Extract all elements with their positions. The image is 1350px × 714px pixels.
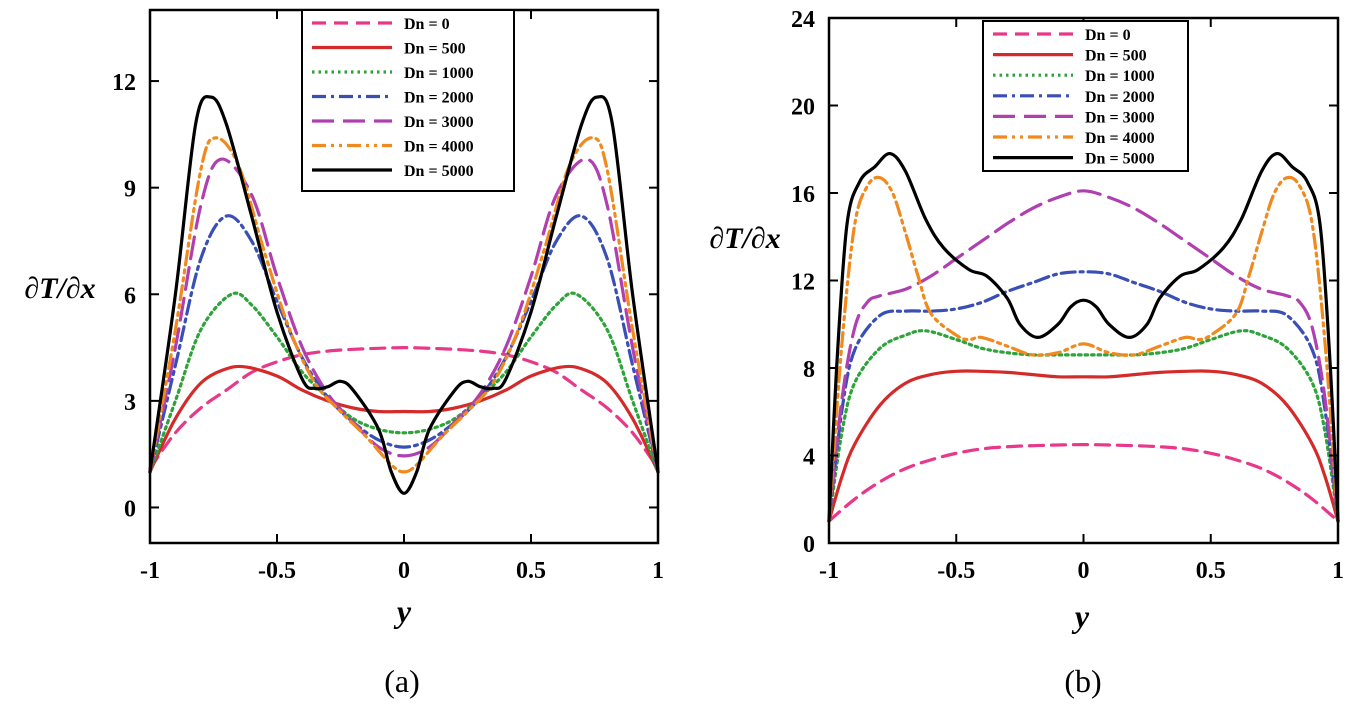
series-line-b-6 bbox=[827, 152, 1340, 523]
legend-label-b-6: Dn = 5000 bbox=[1085, 151, 1155, 168]
y-tick-label-b-2: 8 bbox=[803, 357, 815, 383]
legend-label-a-6: Dn = 5000 bbox=[404, 163, 474, 180]
legend-label-a-3: Dn = 2000 bbox=[404, 90, 474, 107]
legend-label-b-2: Dn = 1000 bbox=[1085, 68, 1155, 85]
series-line-a-4 bbox=[148, 157, 660, 474]
series-line-b-5 bbox=[827, 175, 1340, 523]
y-tick-label-a-1: 3 bbox=[124, 390, 136, 416]
series-line-a-1 bbox=[148, 364, 660, 474]
legend-label-a-1: Dn = 500 bbox=[404, 41, 466, 58]
y-tick-label-b-4: 16 bbox=[791, 182, 815, 208]
y-tick-label-a-2: 6 bbox=[124, 283, 136, 309]
legend-box-a bbox=[301, 9, 515, 192]
legend-label-b-5: Dn = 4000 bbox=[1085, 130, 1155, 147]
y-tick-label-b-1: 4 bbox=[803, 445, 815, 471]
series-line-b-3 bbox=[827, 270, 1340, 523]
legend-label-a-0: Dn = 0 bbox=[404, 16, 450, 33]
x-tick-label-b-2: 0 bbox=[1078, 558, 1090, 584]
y-tick-label-a-3: 9 bbox=[124, 177, 136, 203]
legend-box-b bbox=[982, 20, 1189, 172]
y-tick-label-b-3: 12 bbox=[791, 270, 815, 296]
y-tick-label-a-0: 0 bbox=[124, 496, 136, 522]
y-axis-label-b: ∂T/∂x bbox=[709, 222, 780, 255]
caption-b: (b) bbox=[1064, 663, 1101, 699]
legend-label-b-3: Dn = 2000 bbox=[1085, 89, 1155, 106]
caption-a: (a) bbox=[384, 663, 420, 699]
series-line-b-2 bbox=[827, 329, 1340, 523]
series-line-b-4 bbox=[827, 189, 1340, 523]
x-tick-label-a-0: -1 bbox=[140, 558, 160, 584]
legend-label-a-5: Dn = 4000 bbox=[404, 139, 474, 156]
series-line-b-0 bbox=[827, 443, 1340, 523]
y-tick-label-b-0: 0 bbox=[803, 532, 815, 558]
ticks-layer-b: -1 -0.5 0 0.5 1 0 4 8 12 16 20 24 bbox=[791, 7, 1344, 584]
legend-label-a-2: Dn = 1000 bbox=[404, 65, 474, 82]
legend-a: Dn = 0 Dn = 500 Dn = 1000 Dn = 2000 Dn = 300… bbox=[301, 9, 515, 192]
ticks-layer-a: -1 -0.5 0 0.5 1 0 3 6 9 12 bbox=[112, 10, 664, 584]
legend-label-b-0: Dn = 0 bbox=[1085, 27, 1131, 44]
x-tick-label-b-1: -0.5 bbox=[937, 558, 975, 584]
series-layer-a bbox=[148, 95, 660, 495]
legend-label-b-1: Dn = 500 bbox=[1085, 48, 1147, 65]
y-axis-label-a: ∂T/∂x bbox=[24, 272, 95, 305]
series-line-a-0 bbox=[148, 346, 660, 470]
series-line-a-6 bbox=[148, 95, 660, 495]
series-line-a-2 bbox=[148, 291, 660, 474]
x-tick-label-b-3: 0.5 bbox=[1196, 558, 1226, 584]
y-tick-label-b-5: 20 bbox=[791, 95, 815, 121]
x-axis-label-a: y bbox=[393, 593, 412, 629]
x-tick-label-b-0: -1 bbox=[819, 558, 839, 584]
x-tick-label-a-4: 1 bbox=[652, 558, 664, 584]
legend-b: Dn = 0 Dn = 500 Dn = 1000 Dn = 2000 Dn = 300… bbox=[982, 20, 1189, 172]
y-tick-label-a-4: 12 bbox=[112, 70, 136, 96]
x-axis-label-b: y bbox=[1071, 598, 1090, 634]
y-tick-label-b-6: 24 bbox=[791, 7, 815, 33]
series-line-b-1 bbox=[827, 369, 1340, 523]
legend-label-b-4: Dn = 3000 bbox=[1085, 109, 1155, 126]
x-tick-label-b-4: 1 bbox=[1332, 558, 1344, 584]
x-tick-label-a-1: -0.5 bbox=[258, 558, 296, 584]
series-line-a-3 bbox=[148, 214, 660, 474]
series-line-a-5 bbox=[148, 136, 660, 474]
x-tick-label-a-3: 0.5 bbox=[516, 558, 546, 584]
series-layer-b bbox=[827, 152, 1340, 523]
x-tick-label-a-2: 0 bbox=[398, 558, 410, 584]
legend-label-a-4: Dn = 3000 bbox=[404, 114, 474, 131]
chart-panel-a: -1 -0.5 0 0.5 1 0 3 6 9 12 ∂T/∂x y Dn = 0 Dn = 500… bbox=[24, 8, 664, 699]
